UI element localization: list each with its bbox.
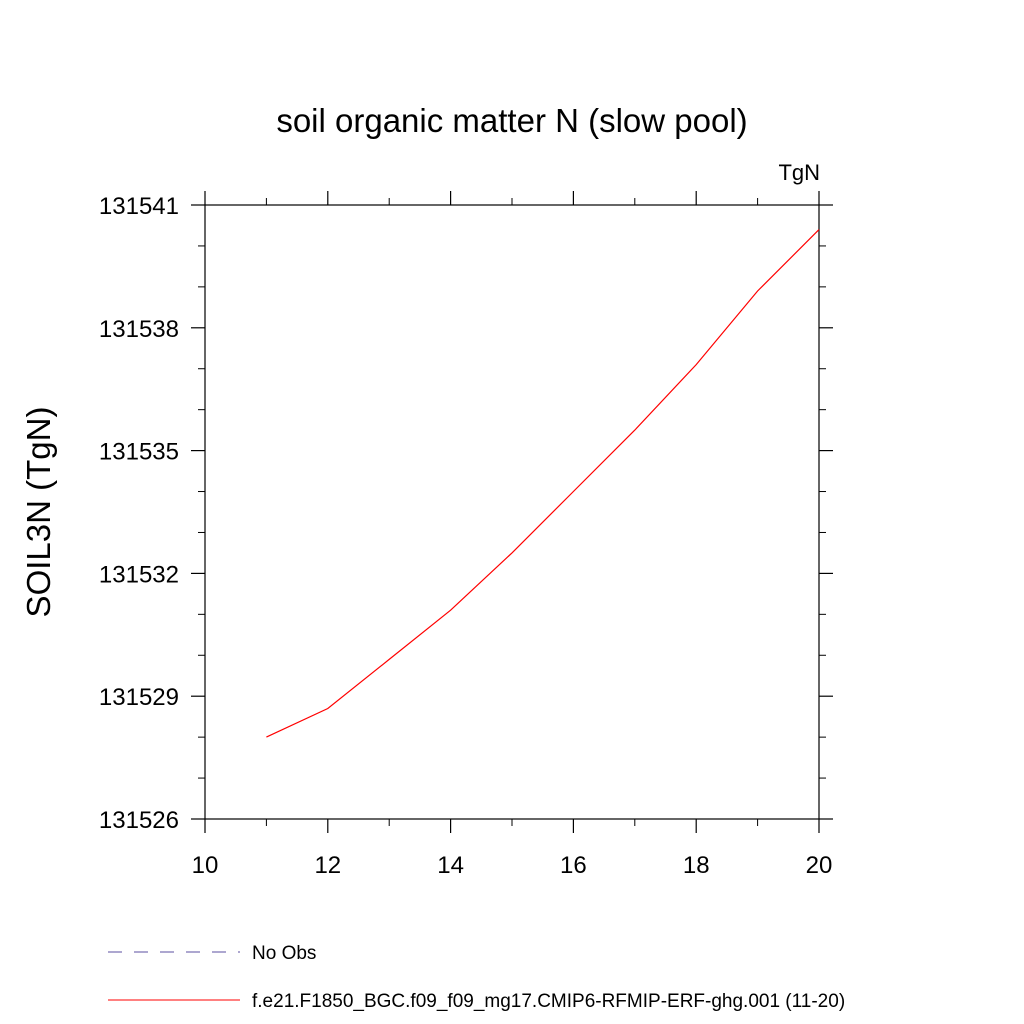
- data-point: [450, 610, 451, 611]
- y-tick-label: 131538: [99, 316, 179, 343]
- series-line: [266, 229, 820, 738]
- data-point: [511, 552, 512, 553]
- data-point: [757, 290, 758, 291]
- legend-label: f.e21.F1850_BGC.f09_f09_mg17.CMIP6-RFMIP…: [252, 991, 845, 1012]
- y-tick-label: 131532: [99, 561, 179, 588]
- data-point: [634, 430, 635, 431]
- y-axis-label: SOIL3N (TgN): [20, 407, 57, 618]
- legend: No Obs f.e21.F1850_BGC.f09_f09_mg17.CMIP6…: [108, 943, 845, 1012]
- y-tick-label: 131541: [99, 193, 179, 220]
- x-tick-label: 10: [192, 852, 219, 879]
- x-tick-label: 18: [683, 852, 710, 879]
- data-point: [327, 708, 328, 709]
- series-layer: [266, 229, 820, 738]
- plot-frame: [204, 204, 820, 820]
- data-point: [696, 364, 697, 365]
- y-tick-label: 131526: [99, 807, 179, 834]
- x-tick-label: 20: [806, 852, 833, 879]
- x-tick-label: 12: [314, 852, 341, 879]
- legend-label: No Obs: [252, 943, 316, 964]
- data-point: [573, 491, 574, 492]
- data-point: [389, 659, 390, 660]
- x-axis: 10 12 14 16 18 20: [192, 191, 833, 879]
- y-tick-label: 131535: [99, 439, 179, 466]
- chart-title: soil organic matter N (slow pool): [276, 102, 747, 139]
- units-label: TgN: [778, 160, 820, 185]
- y-axis: 131526 131529 131532 131535 131538 131541: [99, 193, 833, 834]
- x-tick-label: 14: [437, 852, 464, 879]
- data-point: [818, 229, 819, 230]
- x-tick-label: 16: [560, 852, 587, 879]
- y-tick-label: 131529: [99, 684, 179, 711]
- data-point: [266, 737, 267, 738]
